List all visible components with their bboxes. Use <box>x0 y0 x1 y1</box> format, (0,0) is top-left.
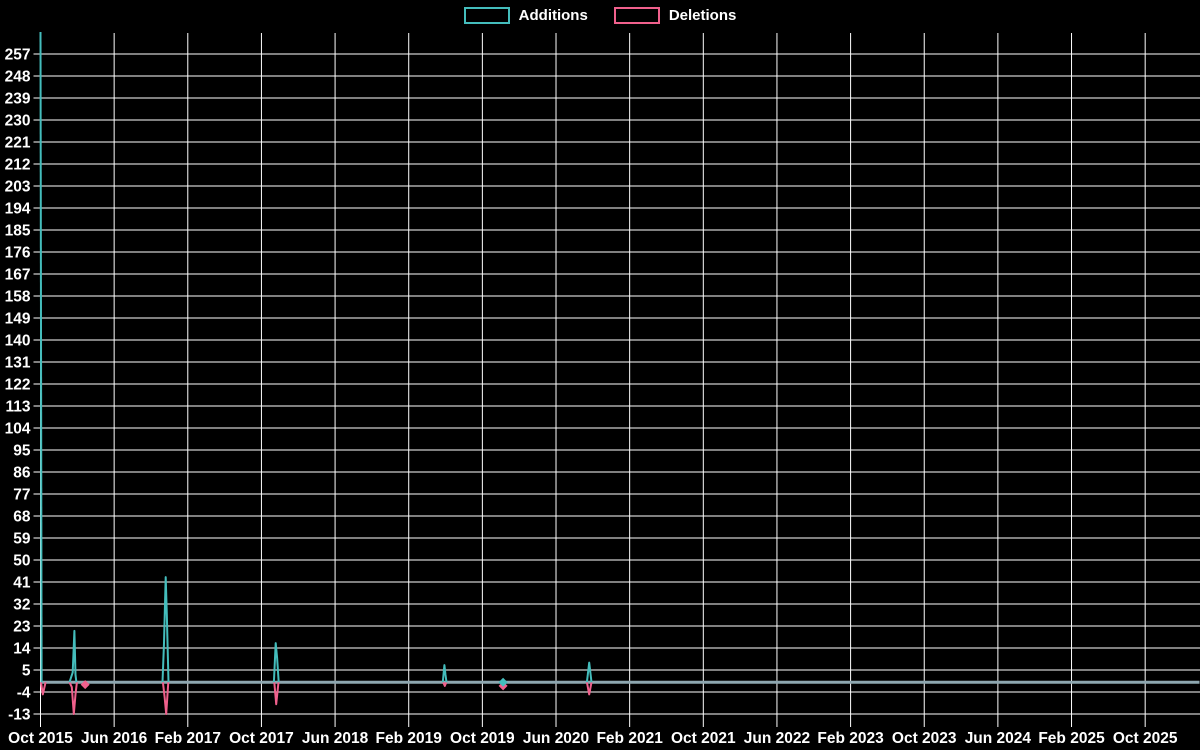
y-tick-label: 167 <box>5 266 31 283</box>
y-tick-label: 185 <box>5 222 31 239</box>
additions-line <box>161 576 170 683</box>
y-tick-label: 86 <box>13 464 31 481</box>
deletions-line <box>585 682 593 696</box>
x-tick-label: Jun 2022 <box>744 730 810 747</box>
x-tick-label: Oct 2023 <box>892 730 957 747</box>
deletions-line <box>68 681 78 715</box>
additions-line <box>441 664 448 683</box>
legend-item-additions[interactable]: Additions <box>463 7 588 24</box>
y-tick-label: 176 <box>5 244 31 261</box>
y-tick-label: 239 <box>5 90 31 107</box>
x-tick-label: Jun 2016 <box>81 730 148 747</box>
y-tick-label: 257 <box>5 46 31 63</box>
y-tick-label: 23 <box>13 618 31 635</box>
y-tick-label: 140 <box>5 332 31 349</box>
y-tick-label: 149 <box>5 310 31 327</box>
y-tick-label: 50 <box>13 552 30 569</box>
y-tick-label: 158 <box>5 288 31 305</box>
y-tick-label: 32 <box>13 596 30 613</box>
deletions-swatch-icon <box>613 7 660 24</box>
y-tick-label: -13 <box>8 706 31 723</box>
x-tick-label: Feb 2023 <box>817 730 884 747</box>
y-tick-label: 14 <box>13 640 31 657</box>
y-tick-label: 131 <box>5 354 31 371</box>
y-tick-label: 95 <box>13 442 31 459</box>
y-tick-label: 212 <box>5 156 31 173</box>
x-tick-label: Oct 2017 <box>229 730 294 747</box>
x-tick-label: Oct 2025 <box>1113 730 1178 747</box>
y-tick-label: 59 <box>13 530 31 547</box>
additions-line <box>585 661 593 683</box>
x-tick-label: Feb 2019 <box>376 730 443 747</box>
additions-marker-icon <box>498 677 508 687</box>
y-tick-label: 221 <box>5 134 31 151</box>
y-tick-label: 77 <box>13 486 30 503</box>
x-tick-label: Jun 2018 <box>302 730 369 747</box>
additions-line <box>272 642 280 683</box>
deletions-marker-icon <box>80 680 90 690</box>
deletions-line <box>40 681 47 696</box>
additions-swatch-icon <box>463 7 510 24</box>
y-tick-label: 5 <box>22 662 31 679</box>
y-tick-label: 230 <box>5 112 31 129</box>
x-tick-label: Feb 2021 <box>596 730 663 747</box>
chart-legend: Additions Deletions <box>0 7 1200 24</box>
additions-legend-label: Additions <box>518 7 588 24</box>
deletions-line <box>273 682 280 706</box>
x-tick-label: Oct 2021 <box>671 730 736 747</box>
additions-line <box>39 31 43 683</box>
deletions-line <box>442 681 448 687</box>
y-tick-label: 41 <box>13 574 31 591</box>
y-tick-label: -4 <box>17 684 31 701</box>
y-tick-label: 68 <box>13 508 31 525</box>
y-tick-label: 248 <box>5 68 31 85</box>
deletions-legend-label: Deletions <box>668 7 737 24</box>
x-tick-label: Oct 2019 <box>450 730 515 747</box>
y-tick-label: 122 <box>5 376 31 393</box>
y-tick-label: 104 <box>5 420 31 437</box>
x-tick-label: Jun 2024 <box>965 730 1032 747</box>
x-tick-label: Feb 2017 <box>155 730 221 747</box>
y-tick-label: 194 <box>5 200 31 217</box>
deletions-line <box>161 682 170 715</box>
additions-line <box>68 629 78 683</box>
x-tick-label: Feb 2025 <box>1038 730 1105 747</box>
y-tick-label: 113 <box>5 398 30 415</box>
y-tick-label: 203 <box>5 178 31 195</box>
x-tick-label: Oct 2015 <box>8 730 73 747</box>
legend-item-deletions[interactable]: Deletions <box>613 7 737 24</box>
x-tick-label: Jun 2020 <box>523 730 589 747</box>
